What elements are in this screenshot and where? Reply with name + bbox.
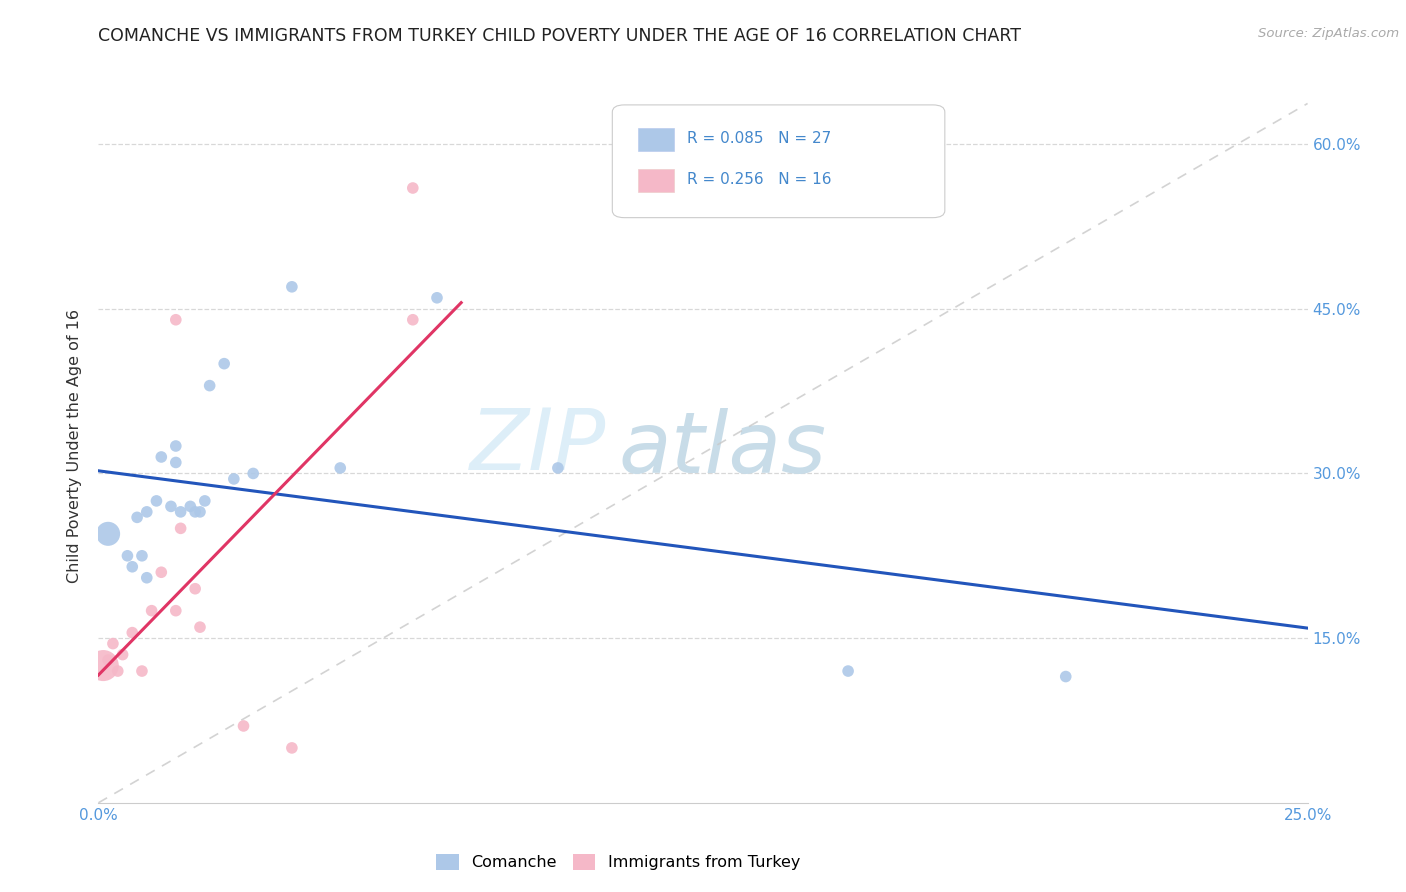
Point — [426, 291, 449, 305]
Point — [127, 510, 149, 524]
Point — [169, 505, 191, 519]
Point — [179, 500, 201, 514]
Point — [97, 526, 120, 541]
FancyBboxPatch shape — [613, 105, 945, 218]
Point — [242, 467, 264, 481]
Text: ZIP: ZIP — [470, 404, 606, 488]
Point — [150, 450, 173, 464]
Point — [194, 494, 217, 508]
Point — [402, 312, 425, 326]
Point — [232, 719, 254, 733]
Point — [184, 582, 207, 596]
Point — [91, 658, 114, 673]
Point — [131, 664, 153, 678]
Point — [165, 439, 187, 453]
Point — [165, 604, 187, 618]
Point — [135, 505, 157, 519]
Point — [837, 664, 859, 678]
Legend: Comanche, Immigrants from Turkey: Comanche, Immigrants from Turkey — [430, 847, 807, 877]
FancyBboxPatch shape — [638, 128, 673, 151]
Point — [121, 559, 143, 574]
Point — [107, 664, 129, 678]
Text: COMANCHE VS IMMIGRANTS FROM TURKEY CHILD POVERTY UNDER THE AGE OF 16 CORRELATION: COMANCHE VS IMMIGRANTS FROM TURKEY CHILD… — [98, 27, 1021, 45]
Point — [150, 566, 173, 580]
Point — [145, 494, 167, 508]
Point — [281, 280, 304, 294]
Text: R = 0.256   N = 16: R = 0.256 N = 16 — [688, 172, 832, 187]
Point — [97, 653, 120, 667]
Point — [165, 455, 187, 469]
Text: R = 0.085   N = 27: R = 0.085 N = 27 — [688, 131, 831, 146]
Point — [547, 461, 569, 475]
Point — [135, 571, 157, 585]
Y-axis label: Child Poverty Under the Age of 16: Child Poverty Under the Age of 16 — [67, 309, 83, 583]
FancyBboxPatch shape — [638, 169, 673, 192]
Point — [165, 312, 187, 326]
Point — [198, 378, 221, 392]
Point — [402, 181, 425, 195]
Point — [117, 549, 139, 563]
Point — [131, 549, 153, 563]
Point — [101, 637, 124, 651]
Point — [188, 620, 211, 634]
Point — [222, 472, 245, 486]
Point — [329, 461, 352, 475]
Point — [212, 357, 235, 371]
Point — [121, 625, 143, 640]
Text: atlas: atlas — [619, 408, 827, 491]
Point — [160, 500, 183, 514]
Point — [1054, 669, 1077, 683]
Point — [111, 648, 134, 662]
Point — [184, 505, 207, 519]
Point — [169, 521, 191, 535]
Point — [281, 740, 304, 755]
Point — [188, 505, 211, 519]
Point — [141, 604, 163, 618]
Text: Source: ZipAtlas.com: Source: ZipAtlas.com — [1258, 27, 1399, 40]
